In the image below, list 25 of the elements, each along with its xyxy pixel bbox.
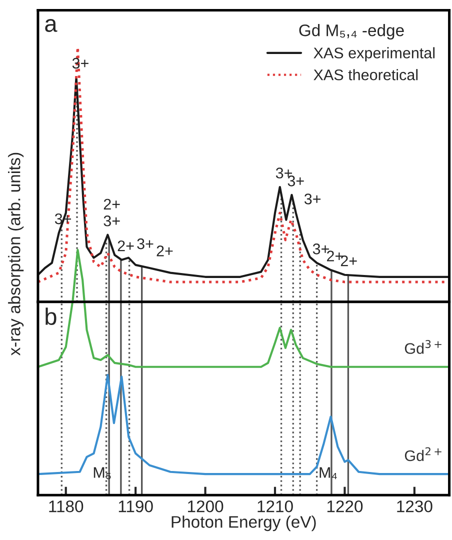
annotation: 3+: [312, 244, 329, 254]
annotation: 3+: [137, 238, 154, 250]
annotation: 3+: [104, 215, 120, 226]
annotation: 2+: [104, 198, 120, 210]
x-axis-title: Photon Energy (eV): [172, 516, 316, 532]
annotation: 2+: [327, 250, 343, 262]
annotation: 2+: [340, 255, 357, 266]
annotation: 3+: [304, 194, 321, 204]
x-tick-label: 1230: [397, 500, 432, 512]
text: b: [46, 308, 56, 326]
x-tick-label: 1200: [188, 500, 224, 512]
legend-label: XAS experimental: [314, 47, 435, 62]
x-tick-label: 1220: [327, 500, 363, 512]
legend-label: XAS theoretical: [314, 69, 418, 80]
y-axis-title: x-ray absorption (arb. units): [8, 152, 24, 356]
annotation: 3+: [72, 58, 88, 69]
x-tick-label: 1210: [258, 500, 293, 512]
legend-title: Gd M₅,₄ -edge: [299, 24, 404, 40]
x-tick-label: 1180: [49, 500, 84, 512]
series-label: Gd$^{3+}$: [404, 340, 442, 354]
chart-title: a: [45, 19, 58, 32]
annotation: 2+: [118, 240, 134, 252]
x-tick-label: 1190: [118, 500, 153, 512]
annotation: 2+: [156, 246, 173, 256]
series-label: Gd$^{2+}$: [404, 447, 442, 462]
